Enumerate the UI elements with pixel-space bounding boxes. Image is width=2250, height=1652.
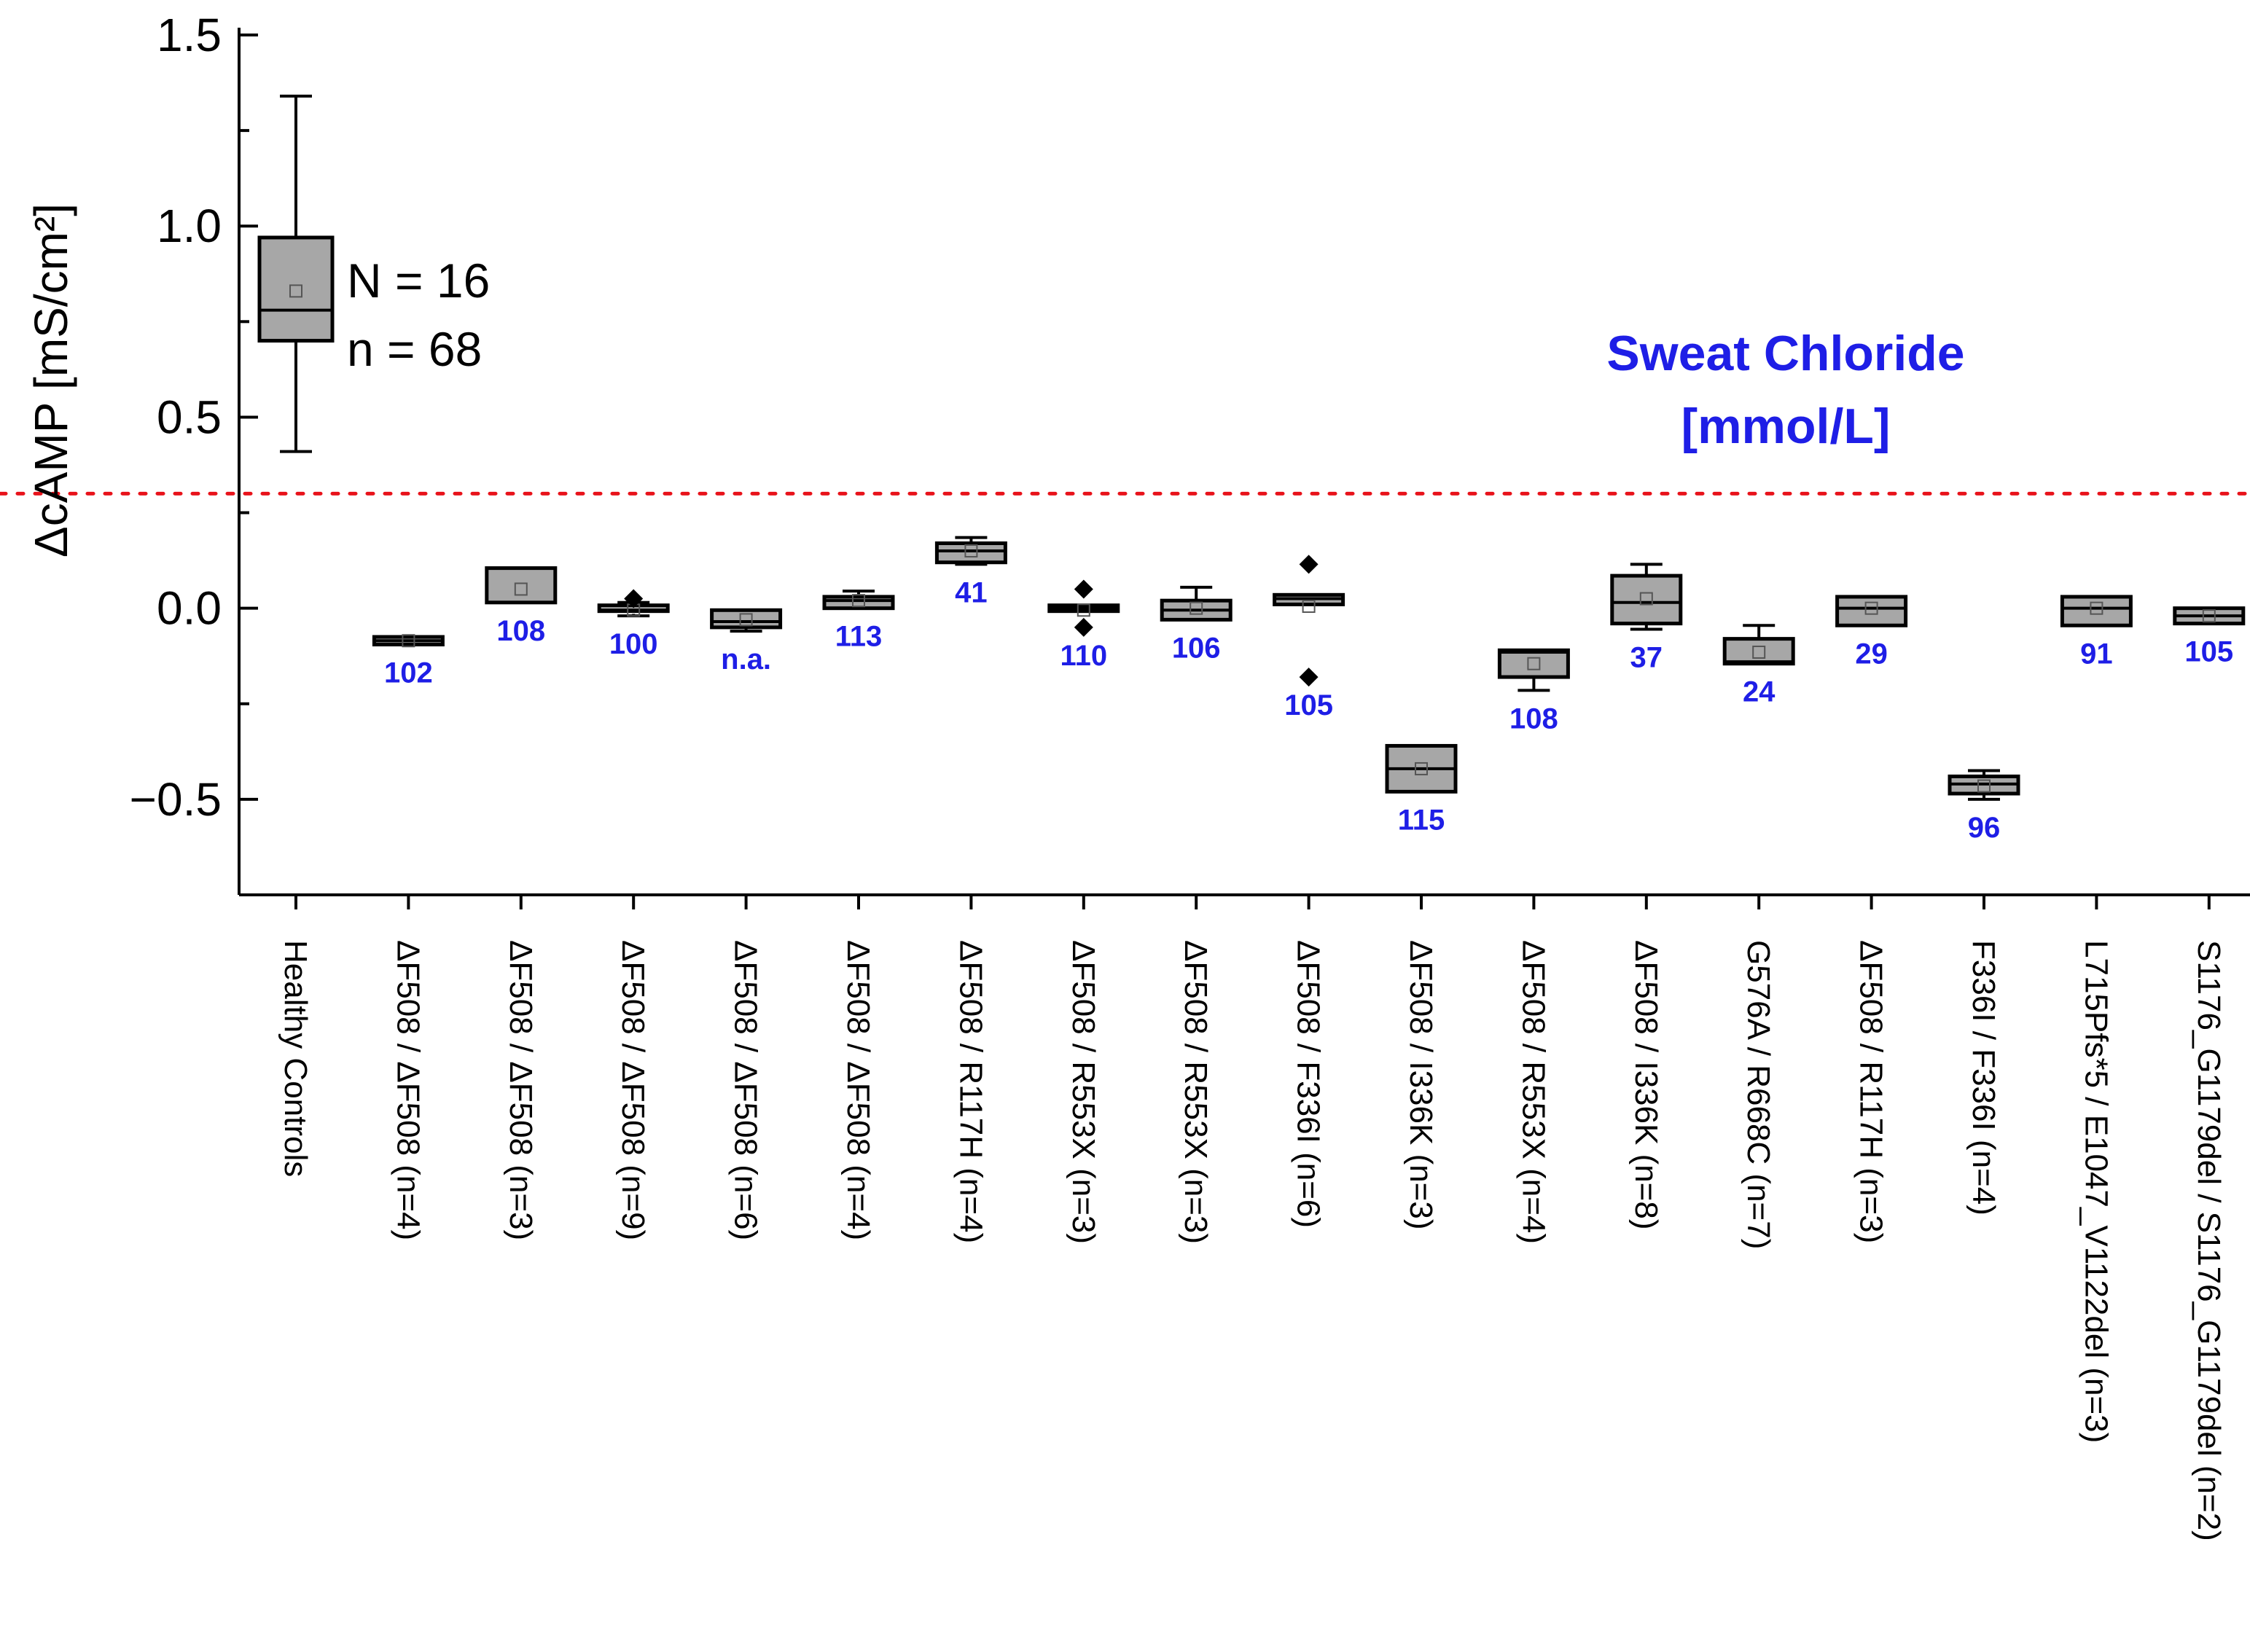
sweat-chloride-value: 105 (2184, 636, 2233, 668)
category-label: ΔF508 / ΔF508 (n=9) (615, 940, 651, 1240)
box-group (1273, 555, 1345, 909)
category-label: F336I / F336I (n=4) (1966, 940, 2001, 1215)
category-label: ΔF508 / ΔF508 (n=4) (390, 940, 426, 1240)
category-label: ΔF508 / R553X (n=4) (1515, 940, 1551, 1244)
box-group (2173, 606, 2246, 909)
sweat-chloride-value: 108 (1509, 702, 1558, 735)
labels: Healthy Controls 102 ΔF508 / ΔF508 (n=4) 10… (278, 576, 2233, 1541)
outlier-point (624, 589, 644, 608)
y-tick-label: 0.5 (157, 391, 222, 443)
mean-marker (2202, 609, 2216, 623)
category-label: ΔF508 / F336I (n=6) (1291, 940, 1327, 1228)
category-label: L715Pfs*5 / E1047_V1122del (n=3) (2078, 940, 2114, 1443)
mean-marker (1752, 645, 1766, 659)
box-group (1047, 579, 1120, 909)
box-group (822, 590, 895, 909)
box-group (934, 536, 1007, 909)
box-group (1948, 769, 2020, 909)
mean-marker (1864, 601, 1878, 615)
category-label: ΔF508 / ΔF508 (n=4) (840, 940, 876, 1240)
box (257, 235, 335, 343)
mean-marker (852, 594, 865, 608)
box (2060, 595, 2133, 627)
mean-marker (1639, 592, 1653, 606)
sweat-chloride-value: 110 (1060, 640, 1108, 672)
category-label: ΔF508 / I336K (n=8) (1628, 940, 1664, 1230)
sweat-chloride-value: 113 (835, 621, 883, 653)
mean-marker (1302, 600, 1316, 614)
sweat-chloride-value: 100 (609, 628, 658, 660)
category-label: Healthy Controls (278, 940, 313, 1177)
box (485, 566, 558, 605)
box-group (1722, 624, 1795, 909)
axes: 1.5 1.0 0.5 0.0 −0.5 (130, 9, 2250, 896)
sweat-chloride-unit: [mmol/L] (1681, 399, 1890, 454)
mean-marker (514, 582, 528, 596)
sweat-chloride-value: 106 (1172, 632, 1221, 664)
sweat-chloride-value: 108 (496, 615, 545, 647)
mean-marker (964, 544, 978, 557)
outlier-point (1299, 668, 1319, 687)
box (1610, 573, 1683, 626)
category-label: ΔF508 / I336K (n=3) (1403, 940, 1439, 1230)
box (1497, 648, 1570, 679)
category-label: ΔF508 / ΔF508 (n=6) (728, 940, 764, 1240)
mean-marker (739, 613, 753, 627)
sweat-chloride-value: 105 (1284, 689, 1333, 721)
category-label: ΔF508 / R117H (n=4) (953, 940, 988, 1243)
mean-marker (1415, 762, 1428, 775)
sweat-chloride-value: 24 (1743, 676, 1776, 708)
box-group (1610, 563, 1683, 909)
category-label: ΔF508 / R553X (n=3) (1178, 940, 1214, 1244)
sweat-chloride-value: 102 (384, 657, 433, 689)
box (1722, 637, 1795, 666)
box (1835, 595, 1908, 627)
sweat-chloride-value: 41 (955, 576, 988, 608)
sweat-chloride-title: Sweat Chloride (1606, 326, 1964, 381)
box-group (2060, 595, 2133, 909)
box-group (372, 634, 445, 909)
box-group (1835, 595, 1908, 909)
sweat-chloride-value: 29 (1855, 638, 1888, 670)
y-tick-label: 0.0 (157, 582, 222, 635)
box-group (257, 94, 335, 909)
y-tick-label: 1.5 (157, 9, 222, 61)
outlier-point (1299, 555, 1319, 574)
y-tick-label: −0.5 (130, 773, 222, 826)
box-group (710, 608, 783, 909)
sweat-chloride-value: 37 (1630, 642, 1663, 674)
mean-marker (402, 634, 415, 648)
y-axis-title: ΔcAMP [mS/cm²] (25, 203, 77, 557)
outlier-point (1074, 579, 1093, 599)
mean-marker (1527, 657, 1541, 670)
category-label: ΔF508 / ΔF508 (n=3) (503, 940, 539, 1240)
mean-marker (289, 284, 302, 298)
outlier-point (1074, 617, 1093, 637)
category-label: ΔF508 / R117H (n=3) (1853, 940, 1889, 1243)
category-label: G576A / R668C (n=7) (1741, 940, 1776, 1249)
sweat-chloride-value: 115 (1398, 804, 1445, 836)
boxes (257, 94, 2246, 909)
sweat-chloride-value: 91 (2080, 638, 2113, 670)
box-group (1497, 648, 1570, 909)
mean-marker (1190, 601, 1203, 615)
mean-marker (1077, 603, 1090, 617)
box-group (597, 589, 670, 909)
box-group (1385, 743, 1458, 909)
box (710, 608, 783, 630)
box-group (1160, 585, 1233, 909)
sweat-chloride-value: 96 (1968, 812, 2001, 844)
box (934, 541, 1007, 565)
category-label: ΔF508 / R553X (n=3) (1066, 940, 1101, 1244)
annotation-donor-count: N = 16 (347, 254, 490, 308)
sweat-chloride-value: n.a. (721, 643, 771, 676)
y-tick-label: 1.0 (157, 200, 222, 252)
box-group (485, 566, 558, 909)
annotation-measurement-count: n = 68 (347, 322, 482, 376)
category-label: S1176_G1179del / S1176_G1179del (n=2) (2191, 940, 2227, 1541)
mean-marker (1977, 779, 1991, 793)
mean-marker (2090, 601, 2103, 615)
